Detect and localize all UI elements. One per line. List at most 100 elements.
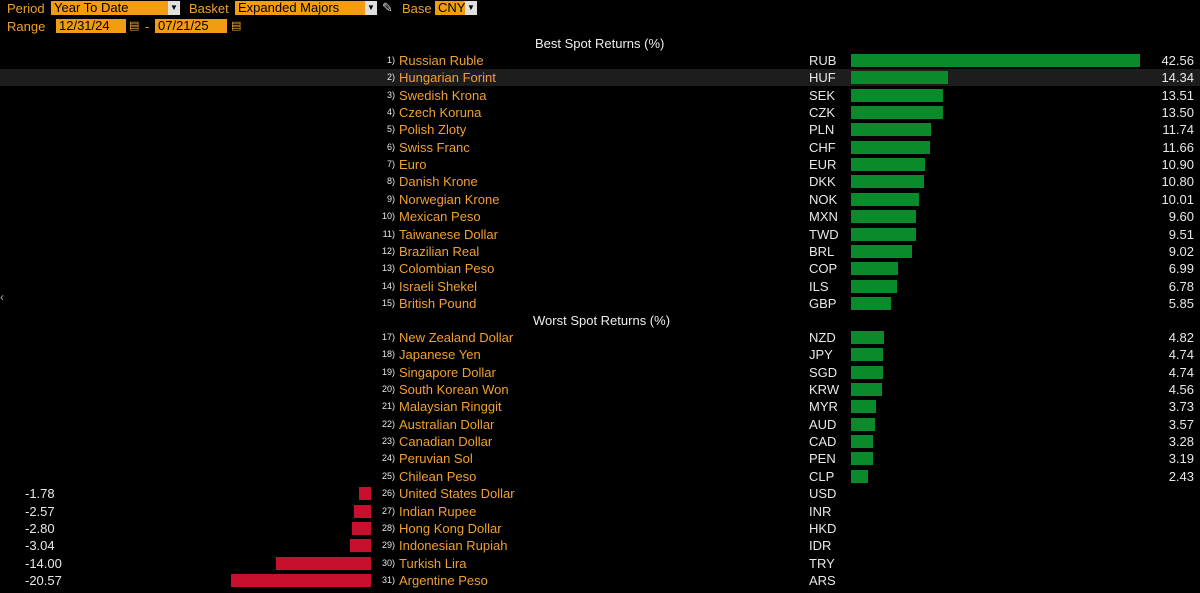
table-row[interactable]: 21) Malaysian Ringgit MYR 3.73	[0, 398, 1200, 415]
currency-name[interactable]: Indonesian Rupiah	[399, 538, 507, 553]
currency-code: SGD	[809, 365, 837, 380]
table-row[interactable]: 11) Taiwanese Dollar TWD 9.51	[0, 226, 1200, 243]
currency-name[interactable]: Chilean Peso	[399, 469, 476, 484]
basket-select[interactable]: Expanded Majors	[235, 1, 365, 15]
row-rank: 19)	[382, 367, 395, 377]
currency-name[interactable]: Czech Koruna	[399, 105, 481, 120]
return-bar	[851, 348, 883, 361]
table-row[interactable]: 15) British Pound GBP 5.85	[0, 295, 1200, 312]
currency-name[interactable]: Turkish Lira	[399, 556, 466, 571]
currency-name[interactable]: United States Dollar	[399, 486, 515, 501]
currency-name[interactable]: Indian Rupee	[399, 504, 476, 519]
table-row[interactable]: 5) Polish Zloty PLN 11.74	[0, 121, 1200, 138]
table-row[interactable]: 7) Euro EUR 10.90	[0, 156, 1200, 173]
basket-label: Basket	[189, 1, 229, 16]
row-rank: 22)	[382, 419, 395, 429]
return-bar	[231, 574, 371, 587]
pencil-icon[interactable]: ✎	[382, 0, 393, 16]
table-row[interactable]: 4) Czech Koruna CZK 13.50	[0, 104, 1200, 121]
return-bar	[851, 470, 868, 483]
table-row[interactable]: 24) Peruvian Sol PEN 3.19	[0, 450, 1200, 467]
range-start-input[interactable]: 12/31/24	[56, 19, 126, 33]
table-row[interactable]: 14) Israeli Shekel ILS 6.78	[0, 278, 1200, 295]
table-row[interactable]: 18) Japanese Yen JPY 4.74	[0, 346, 1200, 363]
return-bar	[851, 210, 916, 223]
currency-name[interactable]: Swiss Franc	[399, 140, 470, 155]
row-rank: 10)	[382, 211, 395, 221]
return-value: 3.19	[1169, 451, 1194, 466]
currency-name[interactable]: Argentine Peso	[399, 573, 488, 588]
table-row[interactable]: 3) Swedish Krona SEK 13.51	[0, 87, 1200, 104]
table-row[interactable]: 17) New Zealand Dollar NZD 4.82	[0, 329, 1200, 346]
return-value: 9.60	[1169, 209, 1194, 224]
return-bar	[851, 383, 882, 396]
calendar-icon[interactable]: ▤	[129, 19, 139, 32]
return-value: -14.00	[25, 556, 62, 571]
currency-name[interactable]: Japanese Yen	[399, 347, 481, 362]
period-dropdown-icon[interactable]: ▼	[168, 1, 180, 15]
table-row[interactable]: 23) Canadian Dollar CAD 3.28	[0, 433, 1200, 450]
currency-name[interactable]: Canadian Dollar	[399, 434, 492, 449]
currency-name[interactable]: Russian Ruble	[399, 53, 484, 68]
base-dropdown-icon[interactable]: ▼	[465, 1, 477, 15]
return-bar	[276, 557, 371, 570]
currency-name[interactable]: Israeli Shekel	[399, 279, 477, 294]
currency-name[interactable]: Polish Zloty	[399, 122, 466, 137]
currency-name[interactable]: New Zealand Dollar	[399, 330, 513, 345]
table-row[interactable]: 25) Chilean Peso CLP 2.43	[0, 468, 1200, 485]
range-end-input[interactable]: 07/21/25	[155, 19, 227, 33]
table-row[interactable]: 12) Brazilian Real BRL 9.02	[0, 243, 1200, 260]
table-row[interactable]: 10) Mexican Peso MXN 9.60	[0, 208, 1200, 225]
table-row[interactable]: 2) Hungarian Forint HUF 14.34	[0, 69, 1200, 86]
currency-name[interactable]: Singapore Dollar	[399, 365, 496, 380]
worst-section-title: Worst Spot Returns (%)	[533, 313, 670, 328]
row-rank: 17)	[382, 332, 395, 342]
table-row[interactable]: 6) Swiss Franc CHF 11.66	[0, 139, 1200, 156]
table-row[interactable]: 30) Turkish Lira TRY -14.00	[0, 555, 1200, 572]
return-value: -20.57	[25, 573, 62, 588]
table-row[interactable]: 22) Australian Dollar AUD 3.57	[0, 416, 1200, 433]
period-select[interactable]: Year To Date	[51, 1, 168, 15]
currency-name[interactable]: Brazilian Real	[399, 244, 479, 259]
return-value: 3.28	[1169, 434, 1194, 449]
table-row[interactable]: 28) Hong Kong Dollar HKD -2.80	[0, 520, 1200, 537]
currency-code: MXN	[809, 209, 838, 224]
return-value: 4.82	[1169, 330, 1194, 345]
currency-name[interactable]: Colombian Peso	[399, 261, 494, 276]
table-row[interactable]: 19) Singapore Dollar SGD 4.74	[0, 364, 1200, 381]
currency-name[interactable]: Hong Kong Dollar	[399, 521, 502, 536]
currency-code: CZK	[809, 105, 835, 120]
table-row[interactable]: 26) United States Dollar USD -1.78	[0, 485, 1200, 502]
return-bar	[851, 123, 931, 136]
row-rank: 21)	[382, 401, 395, 411]
row-rank: 26)	[382, 488, 395, 498]
currency-name[interactable]: Taiwanese Dollar	[399, 227, 498, 242]
currency-name[interactable]: Malaysian Ringgit	[399, 399, 502, 414]
basket-dropdown-icon[interactable]: ▼	[365, 1, 377, 15]
table-row[interactable]: 27) Indian Rupee INR -2.57	[0, 503, 1200, 520]
currency-name[interactable]: Mexican Peso	[399, 209, 481, 224]
currency-name[interactable]: Euro	[399, 157, 426, 172]
currency-name[interactable]: Danish Krone	[399, 174, 478, 189]
calendar-icon[interactable]: ▤	[231, 19, 241, 32]
table-row[interactable]: 1) Russian Ruble RUB 42.56	[0, 52, 1200, 69]
table-row[interactable]: 31) Argentine Peso ARS -20.57	[0, 572, 1200, 589]
currency-name[interactable]: Swedish Krona	[399, 88, 486, 103]
table-row[interactable]: 29) Indonesian Rupiah IDR -3.04	[0, 537, 1200, 554]
base-select[interactable]: CNY	[435, 1, 465, 15]
table-row[interactable]: 13) Colombian Peso COP 6.99	[0, 260, 1200, 277]
table-row[interactable]: 9) Norwegian Krone NOK 10.01	[0, 191, 1200, 208]
currency-name[interactable]: Norwegian Krone	[399, 192, 499, 207]
currency-code: RUB	[809, 53, 836, 68]
currency-name[interactable]: South Korean Won	[399, 382, 509, 397]
table-row[interactable]: 20) South Korean Won KRW 4.56	[0, 381, 1200, 398]
row-rank: 1)	[387, 55, 395, 65]
return-value: 9.02	[1169, 244, 1194, 259]
currency-name[interactable]: Peruvian Sol	[399, 451, 473, 466]
table-row[interactable]: 8) Danish Krone DKK 10.80	[0, 173, 1200, 190]
currency-code: AUD	[809, 417, 836, 432]
currency-name[interactable]: Australian Dollar	[399, 417, 494, 432]
currency-name[interactable]: British Pound	[399, 296, 476, 311]
currency-name[interactable]: Hungarian Forint	[399, 70, 496, 85]
currency-code: TWD	[809, 227, 839, 242]
